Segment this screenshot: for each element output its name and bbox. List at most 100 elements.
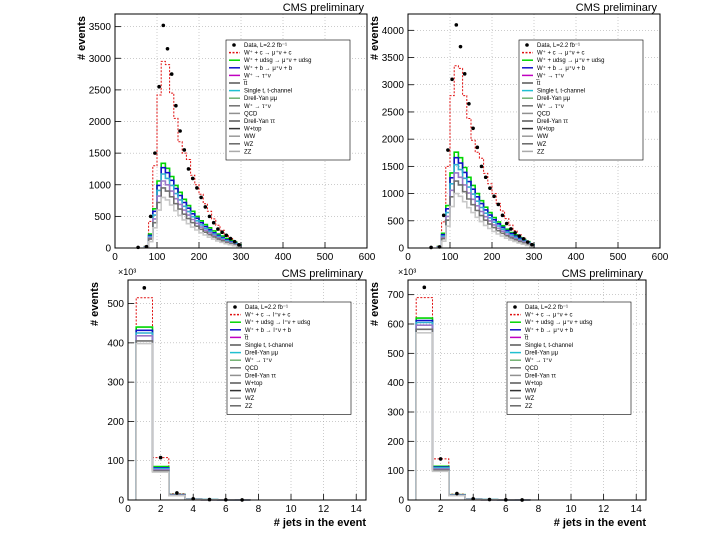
- data-point: [161, 23, 166, 28]
- data-point: [422, 285, 427, 290]
- data-point: [216, 227, 220, 231]
- legend-label: Data, L=2.2 fb⁻¹: [525, 305, 568, 311]
- legend-marker: [513, 305, 517, 309]
- data-point: [450, 77, 454, 82]
- data-point: [228, 236, 233, 241]
- data-point: [488, 186, 492, 190]
- legend-label: W⁺ + b → μ⁺ν + b: [537, 65, 586, 72]
- data-point: [220, 230, 224, 234]
- legend-label: W+top: [244, 127, 262, 133]
- legend-marker: [232, 43, 236, 47]
- legend-label: WW: [525, 389, 537, 395]
- x-tick-label: 100: [442, 252, 459, 263]
- legend-label: WW: [244, 134, 256, 140]
- data-point: [174, 103, 178, 108]
- x-tick-label: 0: [405, 252, 411, 263]
- x-tick-label: 400: [568, 252, 585, 263]
- chart-bottom-right: 0 2 4 6 8 10 12 14 0 100 200 300 400 500 600 700 CMS pre…: [369, 267, 647, 529]
- x-tick-label: 4: [470, 504, 476, 515]
- legend-label: W⁺ + udsg → μ⁺ν + udsg: [537, 57, 605, 64]
- data-point: [483, 175, 488, 180]
- y-axis-label: # events: [89, 282, 101, 326]
- data-point: [169, 72, 174, 76]
- legend-label: Drell-Yan μμ: [244, 96, 278, 102]
- y-tick-label: 3000: [89, 54, 112, 65]
- y-tick-label: 500: [94, 212, 111, 223]
- data-point: [429, 245, 433, 250]
- data-point: [157, 84, 161, 89]
- data-point: [175, 491, 179, 495]
- legend-label: W⁺ + c → l⁺ν + c: [245, 312, 290, 319]
- x-tick-label: 8: [536, 504, 542, 515]
- chart-top-left: 0 100 200 300 400 500 600 0 500 1000 1500 2000 2500 3…: [76, 2, 376, 263]
- legend-label: W⁺ + b → l⁺ν + b: [245, 327, 292, 334]
- legend-label: Drell-Yan μμ: [537, 96, 571, 102]
- legend-label: W⁺ → τ⁺ν: [525, 357, 552, 364]
- legend-label: Drell-Yan ττ: [245, 373, 277, 379]
- legend-box: [518, 39, 644, 161]
- legend-label: W+top: [537, 127, 555, 133]
- legend-label: Data, L=2.2 fb⁻¹: [244, 43, 287, 49]
- data-point: [517, 234, 522, 238]
- y-tick-label: 300: [107, 378, 124, 389]
- x-tick-label: 0: [125, 504, 131, 515]
- x-tick-label: 600: [652, 252, 669, 263]
- y-tick-label: 500: [387, 349, 404, 360]
- chart-top-right: 0 100 200 300 400 500 600 0 500 1000 1500 2000 2500 3…: [369, 2, 669, 263]
- legend-label: Data, L=2.2 fb⁻¹: [245, 305, 288, 311]
- y-tick-label: 400: [107, 338, 124, 349]
- legend-label: W+top: [245, 381, 263, 387]
- data-point: [136, 245, 140, 250]
- legend-label: WZ: [525, 396, 535, 402]
- chart-title: CMS preliminary: [576, 2, 658, 14]
- y-tick-label: 4000: [382, 26, 405, 37]
- x-tick-label: 500: [610, 252, 627, 263]
- x-axis-label: # jets in the event: [274, 517, 367, 529]
- data-point: [496, 202, 501, 207]
- y-tick-label: 500: [107, 299, 124, 310]
- data-point: [182, 148, 187, 152]
- y-tick-label: 1000: [382, 189, 405, 200]
- legend-box: [225, 39, 351, 161]
- legend: Data, L=2.2 fb⁻¹W⁺ + c → μ⁺ν + cW⁺ + uds…: [225, 39, 351, 161]
- series-bottom: [436, 192, 535, 249]
- y-multiplier: ×10³: [118, 267, 136, 277]
- x-tick-label: 200: [191, 252, 208, 263]
- data-point: [454, 23, 459, 27]
- chart-title: CMS preliminary: [282, 268, 364, 280]
- legend-label: WZ: [244, 142, 254, 148]
- data-point: [509, 227, 513, 231]
- series-bottom: [143, 196, 242, 249]
- legend-label: ZZ: [525, 404, 533, 410]
- x-tick-label: 2: [438, 504, 444, 515]
- y-axis-label: # events: [369, 282, 381, 326]
- legend-marker: [233, 305, 237, 309]
- data-point: [232, 239, 237, 244]
- data-point: [513, 230, 517, 235]
- legend-box: [226, 301, 352, 415]
- data-point: [479, 164, 484, 169]
- legend-label: t̅t: [244, 335, 249, 342]
- legend-label: W⁺ + udsg → l⁺ν + udsg: [245, 319, 310, 326]
- data-point: [500, 213, 505, 218]
- legend-label: ZZ: [244, 149, 252, 155]
- legend-label: W⁺ + c → μ⁺ν + c: [537, 50, 584, 57]
- x-tick-label: 10: [285, 504, 297, 515]
- legend-label: W⁺ → τ⁺ν: [537, 72, 564, 79]
- legend: Data, L=2.2 fb⁻¹W⁺ + c → μ⁺ν + cW⁺ + uds…: [506, 301, 632, 415]
- data-point: [462, 72, 467, 76]
- data-point: [195, 186, 199, 190]
- data-point: [211, 220, 216, 225]
- legend-label: W⁺ + udsg → μ⁺ν + udsg: [525, 319, 593, 326]
- legend-label: W⁺ → τ⁺ν: [244, 103, 271, 110]
- legend-label: QCD: [537, 111, 551, 117]
- legend-label: WW: [537, 134, 549, 140]
- y-tick-label: 3500: [382, 53, 405, 64]
- y-tick-label: 2500: [382, 107, 405, 118]
- x-tick-label: 14: [631, 504, 643, 515]
- y-tick-label: 600: [387, 320, 404, 331]
- data-point: [471, 126, 475, 131]
- legend-label: QCD: [525, 366, 539, 372]
- data-point: [441, 213, 446, 218]
